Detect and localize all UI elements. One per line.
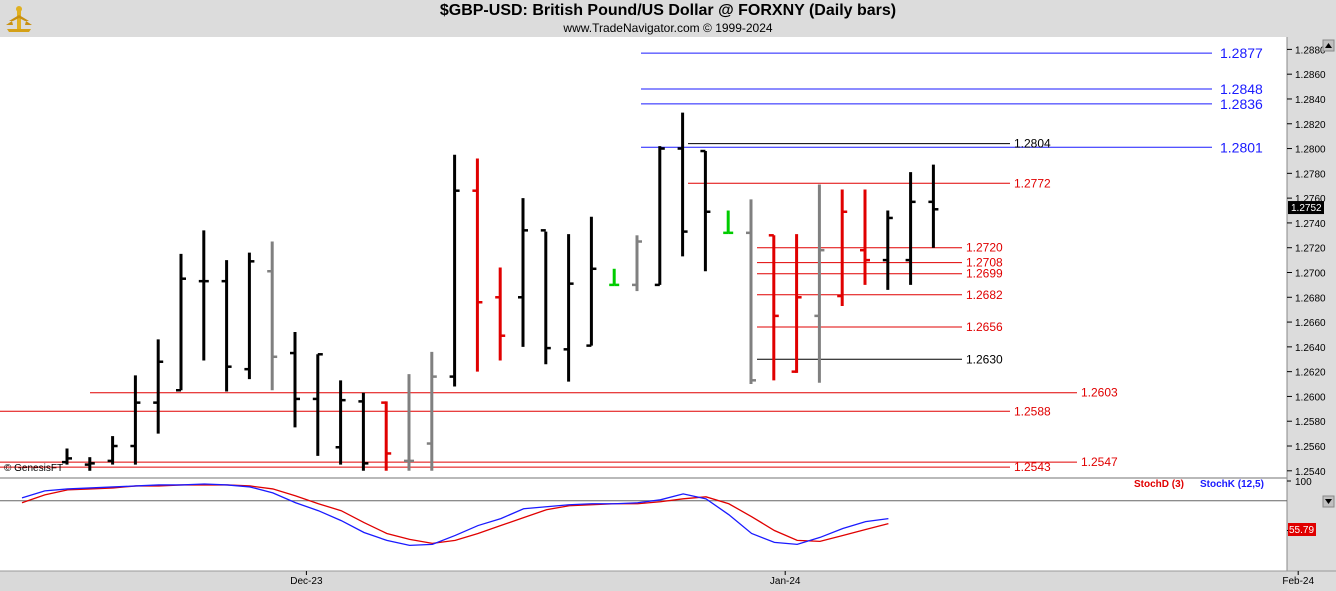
price-tick-label: 1.2880 [1295,45,1326,56]
arrow-down-icon [1325,499,1332,504]
ohlc-bar [746,199,756,385]
level-label-1.2772: 1.2772 [1014,176,1051,190]
genesis-watermark: © GenesisFT [4,463,64,474]
stochd-last-box [1288,523,1316,536]
ohlc-bar [62,448,72,465]
price-tick-label: 1.2660 [1295,318,1326,329]
price-panel [0,37,1287,477]
level-label-1.2848: 1.2848 [1220,81,1263,97]
ohlc-bar [837,189,848,306]
stochk-line [21,483,889,547]
ohlc-bar [107,436,118,465]
ohlc-bar [312,353,323,456]
ohlc-bar [700,149,711,272]
chart-title: $GBP-USD: British Pound/US Dollar @ FORX… [439,2,897,19]
ohlc-bar [677,112,688,257]
level-label-1.2699: 1.2699 [966,267,1003,281]
level-label-1.2708: 1.2708 [966,256,1003,270]
price-tick-label: 1.2700 [1295,268,1326,279]
chart-header: $GBP-USD: British Pound/US Dollar @ FORX… [0,0,1336,38]
ohlc-bar [426,351,437,471]
stochk-legend: StochK (12,5) [1200,479,1264,490]
price-tick-label: 1.2800 [1295,145,1326,156]
ohlc-bar [335,380,346,465]
level-label-1.2720: 1.2720 [966,241,1003,255]
ohlc-bar [928,164,939,248]
level-label-1.2547: 1.2547 [1081,455,1118,469]
price-tick-label: 1.2640 [1295,343,1326,354]
time-tick-label: Feb-24 [1282,576,1314,587]
price-tick-label: 1.2620 [1295,368,1326,379]
price-tick-label: 1.2780 [1295,169,1326,180]
level-label-1.2836: 1.2836 [1220,96,1263,112]
ohlc-bar [632,235,642,292]
time-tick-label: Dec-23 [290,576,323,587]
price-tick-label: 1.2540 [1295,467,1326,478]
ohlc-bar [791,234,802,373]
price-tick-label: 1.2740 [1295,219,1326,230]
level-label-1.2603: 1.2603 [1081,386,1118,400]
price-tick-label: 1.2860 [1295,70,1326,81]
ohlc-bar [84,457,95,471]
ohlc-bar [563,234,574,382]
level-label-1.2656: 1.2656 [966,320,1003,334]
ohlc-bar [198,230,209,361]
ohlc-bar [290,331,300,428]
last-price-label: 1.2752 [1291,203,1322,214]
ohlc-bar [768,234,779,381]
price-tick-label: 1.2820 [1295,120,1326,131]
price-chart[interactable]: 1.2540 1.2560 1.2580 1.2600 1.2620 1.2640 1.26… [0,37,1336,591]
stochd-legend: StochD (3) [1134,479,1184,490]
price-tick-label: 1.2840 [1295,95,1326,106]
stochk-last-label: 55.79 [1289,525,1314,536]
level-label-1.2804: 1.2804 [1014,137,1051,151]
time-tick-label: Jan-24 [770,576,801,587]
level-label-1.2630: 1.2630 [966,352,1003,366]
ohlc-bar [540,229,551,365]
level-label-1.2588: 1.2588 [1014,404,1051,418]
level-label-1.2682: 1.2682 [966,288,1003,302]
stoch-panel [0,479,1287,571]
ohlc-bar [381,401,392,471]
ohlc-bar [244,252,255,380]
ohlc-bar [609,268,620,287]
ohlc-bar [176,253,186,392]
price-tick-label: 1.2720 [1295,244,1326,255]
ohlc-bar [472,158,483,372]
price-tick-label: 1.2560 [1295,442,1326,453]
ohlc-bar [882,210,893,290]
ohlc-bar [905,172,916,285]
ohlc-bar [267,241,278,391]
arrow-up-icon [1325,43,1332,48]
chart-subtitle: www.TradeNavigator.com © 1999-2024 [563,21,773,35]
last-price-box [1288,201,1324,215]
level-label-1.2877: 1.2877 [1220,45,1263,61]
ohlc-bar [449,154,460,387]
level-label-1.2801: 1.2801 [1220,139,1263,155]
price-tick-label: 1.2760 [1295,194,1326,205]
ohlc-bar [130,375,141,465]
ohlc-bar [814,184,825,383]
ohlc-bar [518,198,528,347]
price-tick-label: 1.2600 [1295,392,1326,403]
ohlc-bar [358,392,369,471]
price-tick-label: 1.2580 [1295,417,1326,428]
ohlc-bar [495,267,506,361]
ohlc-bar [153,339,164,434]
ohlc-bar [723,210,734,235]
ohlc-bar [586,216,597,347]
level-label-1.2543: 1.2543 [1014,460,1051,474]
ohlc-bar [221,260,232,392]
stochd-line [21,484,889,545]
ohlc-bar [654,146,665,287]
ohlc-bar [404,374,414,471]
stoch-tick-label: 100 [1295,477,1312,488]
ohlc-bar [860,189,870,285]
price-tick-label: 1.2680 [1295,293,1326,304]
trade-navigator-logo-icon [6,6,32,32]
